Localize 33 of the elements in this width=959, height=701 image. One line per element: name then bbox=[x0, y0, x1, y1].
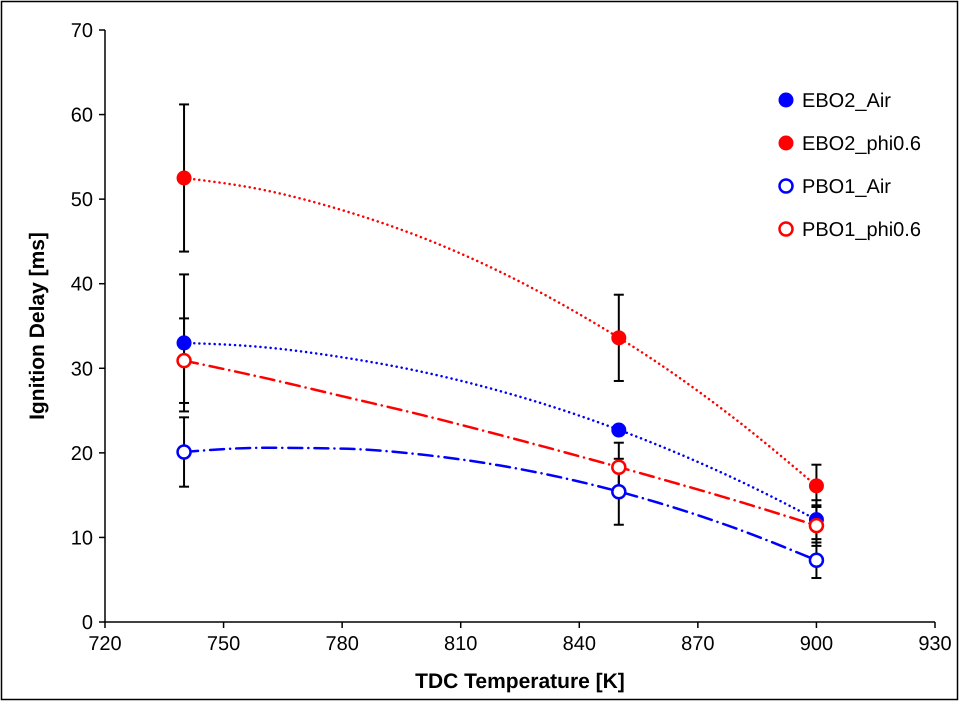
x-tick-label: 750 bbox=[206, 633, 240, 655]
x-tick-label: 900 bbox=[800, 633, 834, 655]
x-tick-label: 930 bbox=[918, 633, 952, 655]
y-tick-label: 40 bbox=[70, 274, 93, 296]
x-tick-label: 810 bbox=[444, 633, 478, 655]
x-tick-label: 870 bbox=[681, 633, 715, 655]
y-tick-label: 70 bbox=[70, 20, 93, 42]
point bbox=[808, 552, 824, 568]
x-tick-label: 840 bbox=[562, 633, 596, 655]
legend-label: PBO1_Air bbox=[802, 176, 892, 198]
legend-label: PBO1_phi0.6 bbox=[802, 219, 921, 241]
y-tick-label: 0 bbox=[82, 612, 93, 634]
x-tick-label: 720 bbox=[88, 633, 122, 655]
x-tick-label: 780 bbox=[325, 633, 359, 655]
point bbox=[611, 330, 626, 346]
y-tick-label: 10 bbox=[70, 527, 93, 550]
legend-label: EBO2_phi0.6 bbox=[802, 133, 921, 155]
legend-label: EBO2_Air bbox=[802, 90, 892, 112]
point bbox=[808, 518, 824, 534]
x-axis-title: TDC Temperature [K] bbox=[415, 670, 625, 693]
point bbox=[808, 478, 824, 494]
point bbox=[611, 484, 627, 500]
point bbox=[176, 444, 192, 460]
y-axis-title: Ignition Delay [ms] bbox=[26, 232, 49, 420]
y-tick-label: 50 bbox=[70, 189, 93, 212]
y-tick-label: 20 bbox=[70, 442, 93, 465]
point bbox=[176, 335, 192, 350]
point bbox=[611, 422, 626, 438]
point bbox=[176, 170, 192, 186]
point bbox=[611, 459, 627, 475]
y-tick-label: 30 bbox=[70, 358, 93, 380]
point bbox=[176, 352, 192, 368]
y-tick-label: 60 bbox=[70, 104, 93, 127]
